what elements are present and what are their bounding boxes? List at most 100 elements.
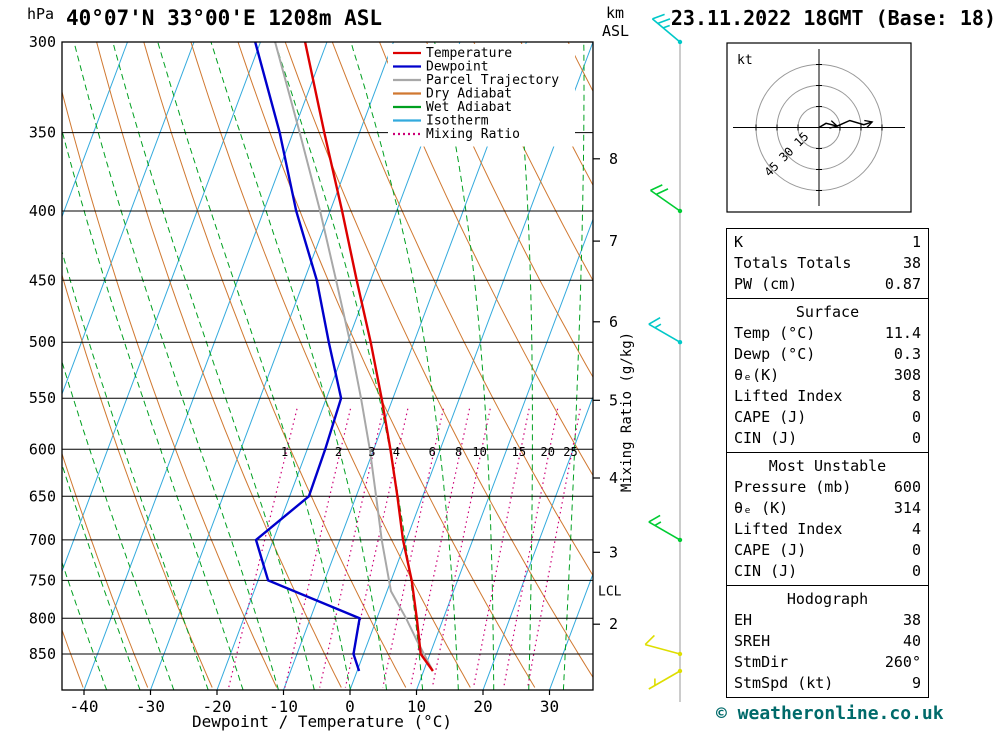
table-row-value: 38 bbox=[902, 254, 921, 272]
legend-label: Isotherm bbox=[426, 114, 489, 129]
km-tick-label: 3 bbox=[609, 543, 618, 561]
table-row-label: StmDir bbox=[734, 653, 789, 671]
table-section: Most Unstable Pressure (mb) 600 θₑ (K) 314 Li… bbox=[727, 452, 928, 585]
km-tick-label: 7 bbox=[609, 232, 618, 250]
table-row: Totals Totals 38 bbox=[727, 253, 928, 274]
table-row: Pressure (mb) 600 bbox=[727, 477, 928, 498]
temp-tick-label: 30 bbox=[540, 697, 559, 716]
table-row-label: Temp (°C) bbox=[734, 324, 816, 342]
chart-border bbox=[61, 41, 594, 691]
table-row-value: 0 bbox=[911, 541, 921, 559]
table-section-header: Hodograph bbox=[786, 590, 869, 608]
mixing-ratio-label: 3 bbox=[368, 445, 375, 459]
table-row-value: 0.87 bbox=[884, 275, 921, 293]
table-row: StmSpd (kt) 9 bbox=[727, 673, 928, 694]
mixing-ratio-label: 2 bbox=[335, 445, 342, 459]
table-row-label: K bbox=[734, 233, 744, 251]
table-row-label: CAPE (J) bbox=[734, 408, 807, 426]
table-row-label: Totals Totals bbox=[734, 254, 852, 272]
lcl-label: LCL bbox=[598, 584, 622, 599]
table-row-value: 260° bbox=[884, 653, 921, 671]
mixing-ratio-label: 15 bbox=[512, 445, 526, 459]
table-row-value: 9 bbox=[911, 674, 921, 692]
datetime-label: 23.11.2022 18GMT (Base: 18) bbox=[670, 6, 996, 30]
pressure-tick-label: 450 bbox=[29, 271, 56, 289]
x-axis-label: Dewpoint / Temperature (°C) bbox=[192, 712, 452, 731]
table-row: CIN (J) 0 bbox=[727, 561, 928, 582]
table-row-value: 4 bbox=[911, 520, 921, 538]
temp-tick-label: 20 bbox=[473, 697, 492, 716]
legend-label: Dewpoint bbox=[426, 60, 489, 75]
legend-label: Temperature bbox=[426, 46, 512, 61]
pressure-tick-label: 600 bbox=[29, 440, 56, 458]
wind-barb bbox=[648, 514, 683, 543]
mixing-ratio-label: 25 bbox=[563, 445, 577, 459]
table-row-label: CIN (J) bbox=[734, 429, 798, 447]
table-row-label: Lifted Index bbox=[734, 520, 843, 538]
temp-tick-label: -10 bbox=[269, 697, 298, 716]
table-section-header: Most Unstable bbox=[768, 457, 887, 475]
temp-tick-label: -20 bbox=[203, 697, 232, 716]
table-row-label: Lifted Index bbox=[734, 387, 843, 405]
pressure-tick-label: 350 bbox=[29, 124, 56, 142]
mixing-ratio-label: 6 bbox=[429, 445, 436, 459]
table-row: Temp (°C) 11.4 bbox=[727, 323, 928, 344]
table-row-label: CAPE (J) bbox=[734, 541, 807, 559]
table-row: Lifted Index 8 bbox=[727, 386, 928, 407]
mixing-ratio-label: 4 bbox=[393, 445, 400, 459]
mixing-ratio-label: 20 bbox=[540, 445, 554, 459]
table-row-label: Pressure (mb) bbox=[734, 478, 852, 496]
wind-barb bbox=[648, 668, 683, 690]
wind-barb bbox=[648, 317, 683, 345]
table-row-label: θₑ (K) bbox=[734, 499, 789, 517]
copyright-link[interactable]: © weatheronline.co.uk bbox=[716, 703, 944, 724]
table-row: EH 38 bbox=[727, 610, 928, 631]
table-row: SREH 40 bbox=[727, 631, 928, 652]
temp-tick-label: 0 bbox=[345, 697, 355, 716]
table-row: CIN (J) 0 bbox=[727, 428, 928, 449]
table-row-value: 0.3 bbox=[893, 345, 921, 363]
table-row: Dewp (°C) 0.3 bbox=[727, 344, 928, 365]
table-row-value: 0 bbox=[911, 408, 921, 426]
temp-tick-label: -40 bbox=[70, 697, 99, 716]
indices-table: K 1 Totals Totals 38 PW (cm) 0.87 Surface Temp … bbox=[726, 228, 929, 698]
table-section-header: Surface bbox=[795, 303, 860, 321]
km-tick-label: 2 bbox=[609, 615, 618, 633]
table-row-value: 1 bbox=[911, 233, 921, 251]
legend-label: Parcel Trajectory bbox=[426, 73, 559, 88]
pressure-tick-label: 750 bbox=[29, 571, 56, 589]
table-row-label: EH bbox=[734, 611, 753, 629]
skewt-plot-area bbox=[62, 42, 593, 690]
table-row: θₑ (K) 314 bbox=[727, 498, 928, 519]
table-row-value: 0 bbox=[911, 562, 921, 580]
km-tick-label: 4 bbox=[609, 469, 618, 487]
table-row-value: 38 bbox=[902, 611, 921, 629]
pressure-tick-label: 550 bbox=[29, 389, 56, 407]
pressure-tick-label: 300 bbox=[29, 33, 56, 51]
mixing-ratio-axis-label: Mixing Ratio (g/kg) bbox=[619, 332, 635, 492]
table-row-label: Dewp (°C) bbox=[734, 345, 816, 363]
table-row-label: StmSpd (kt) bbox=[734, 674, 834, 692]
mixing-ratio-label: 10 bbox=[472, 445, 486, 459]
table-row: CAPE (J) 0 bbox=[727, 407, 928, 428]
km-tick-label: 6 bbox=[609, 313, 618, 331]
table-section: K 1 Totals Totals 38 PW (cm) 0.87 bbox=[727, 229, 928, 298]
km-tick-label: 5 bbox=[609, 391, 618, 409]
table-row-value: 314 bbox=[893, 499, 921, 517]
table-row-value: 600 bbox=[893, 478, 921, 496]
temp-tick-label: -30 bbox=[136, 697, 165, 716]
table-row-value: 0 bbox=[911, 429, 921, 447]
km-axis-unit: km bbox=[606, 4, 624, 22]
mixing-ratio-label: 8 bbox=[455, 445, 462, 459]
table-row: θₑ(K) 308 bbox=[727, 365, 928, 386]
table-row-value: 40 bbox=[902, 632, 921, 650]
table-row: CAPE (J) 0 bbox=[727, 540, 928, 561]
table-row: PW (cm) 0.87 bbox=[727, 274, 928, 295]
table-row: Lifted Index 4 bbox=[727, 519, 928, 540]
pressure-tick-label: 650 bbox=[29, 487, 56, 505]
table-section: Hodograph EH 38 SREH 40 StmDir 260° StmSpd (kt)… bbox=[727, 585, 928, 697]
mixing-ratio-label: 1 bbox=[281, 445, 288, 459]
